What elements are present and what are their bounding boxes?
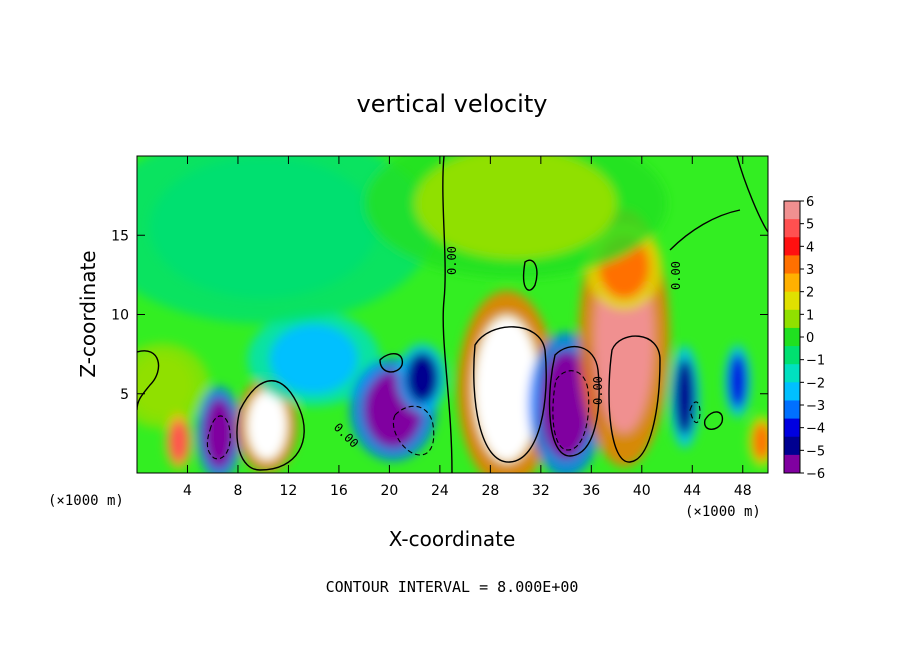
contour-negative-1: [206, 415, 231, 460]
chart-title: vertical velocity: [357, 90, 548, 118]
colorbar-segment-12: [784, 418, 800, 438]
colorbar-segment-3: [784, 255, 800, 275]
heatmap-cell-0: [137, 354, 194, 418]
colorbar-segment-1: [784, 219, 800, 238]
colorbar-tick-label-11: −5: [806, 444, 825, 459]
colorbar-segment-8: [784, 346, 800, 365]
colorbar-segment-14: [784, 454, 800, 474]
contour-label-1: 0.00: [445, 246, 459, 275]
x-tick-label-8: 36: [582, 483, 600, 499]
colorbar-tick-label-10: −4: [806, 422, 825, 437]
contour-zero-line-3: [669, 209, 741, 251]
colorbar-tick-label-3: 3: [806, 263, 814, 278]
heatmap-cell-2: [203, 398, 235, 469]
y-tick-label-2: 15: [111, 228, 129, 244]
heatmap-cell-14: [149, 156, 377, 299]
y-tick-label-1: 10: [111, 308, 129, 324]
colorbar-ticks: 6 5 4 3 2 1 0 −1 −2 −3 −4 −5 −6: [800, 195, 825, 482]
y-axis-ticks: 5 10 15: [111, 228, 768, 403]
colorbar-segment-11: [784, 400, 800, 420]
contour-zero-line-2: [736, 156, 768, 233]
colorbar: [783, 200, 801, 474]
colorbar-tick-label-0: 6: [806, 195, 814, 210]
contour-loop-6: [379, 353, 404, 373]
heatmap-cell-11: [674, 358, 695, 435]
colorbar-segment-6: [784, 309, 800, 329]
heatmap-cell-7: [473, 316, 540, 462]
contour-negative-2: [392, 405, 435, 456]
y-axis-label: Z-coordinate: [76, 250, 100, 377]
x-tick-label-9: 40: [633, 483, 651, 499]
colorbar-tick-label-1: 5: [806, 218, 814, 233]
colorbar-segment-4: [784, 273, 800, 293]
x-tick-label-6: 28: [481, 483, 499, 499]
x-tick-label-7: 32: [532, 483, 550, 499]
heatmap-cell-15: [414, 156, 617, 260]
contour-label-2: 0.00: [669, 261, 683, 290]
contour-loop-1: [137, 350, 160, 411]
heatmap-cell-1: [169, 420, 188, 462]
heatmap-cell-6: [405, 352, 439, 404]
contour-loop-2: [236, 380, 305, 471]
x-tick-label-5: 24: [431, 483, 449, 499]
x-tick-label-2: 12: [280, 483, 298, 499]
colorbar-tick-label-7: −1: [806, 354, 825, 369]
colorbar-segment-9: [784, 364, 800, 383]
colorbar-tick-label-6: 0: [806, 331, 814, 346]
heatmap-cell-4: [269, 324, 358, 394]
heatmap-cell-12: [728, 354, 747, 409]
contour-loop-5: [608, 335, 661, 463]
x-tick-label-3: 16: [330, 483, 348, 499]
colorbar-segment-2: [784, 237, 800, 256]
colorbar-segment-13: [784, 436, 800, 456]
heatmap-cell-8: [540, 350, 592, 459]
x-unit-label-right: (×1000 m): [685, 504, 761, 520]
x-tick-label-1: 8: [233, 483, 242, 499]
colorbar-tick-label-12: −6: [806, 467, 825, 482]
x-tick-label-10: 44: [683, 483, 701, 499]
heatmap-cell-3: [246, 390, 288, 461]
contour-loop-7: [523, 259, 538, 291]
heatmap-cell-13: [752, 422, 768, 461]
x-unit-label-left: (×1000 m): [48, 493, 124, 509]
contour-loop-4: [548, 345, 600, 457]
contour-loop-3: [473, 326, 547, 463]
colorbar-tick-label-5: 1: [806, 308, 814, 323]
plot-area: 0.00 0.00 0.00 0.00: [137, 156, 768, 473]
y-tick-label-0: 5: [120, 387, 129, 403]
x-tick-label-4: 20: [380, 483, 398, 499]
contour-negative-3: [552, 370, 590, 451]
x-tick-label-0: 4: [183, 483, 192, 499]
x-axis-ticks: 4 8 12 16 20 24 28 32 36 40 44 48: [183, 156, 752, 499]
colorbar-tick-label-8: −2: [806, 376, 825, 391]
contour-lines: [137, 156, 768, 473]
colorbar-segment-7: [784, 327, 800, 347]
contour-label-3: 0.00: [591, 376, 605, 405]
contour-interval-text: CONTOUR INTERVAL = 8.000E+00: [326, 578, 579, 596]
colorbar-segment-0: [784, 201, 800, 220]
contour-loop-8: [704, 411, 724, 430]
colorbar-tick-label-2: 4: [806, 240, 814, 255]
colorbar-tick-label-4: 2: [806, 286, 814, 301]
contour-dashed-lines: [206, 370, 701, 460]
x-tick-label-11: 48: [734, 483, 752, 499]
contour-zero-line-1: [442, 156, 453, 473]
colorbar-segment-10: [784, 382, 800, 401]
x-axis-label: X-coordinate: [389, 527, 516, 551]
colorbar-tick-label-9: −3: [806, 399, 825, 414]
colorbar-segment-5: [784, 291, 800, 311]
